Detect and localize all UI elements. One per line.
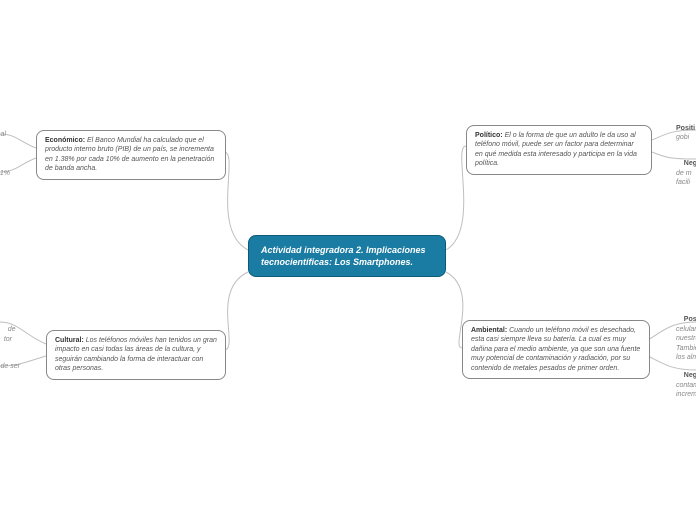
partial-left-1: al (0, 130, 6, 139)
partial-right-2: Nega de m facili (676, 150, 696, 197)
partial-left-3: de tor (0, 316, 12, 354)
partial-right-1: Positi gobi (676, 124, 696, 143)
node-politico: Político: El o la forma de que un adulto… (466, 125, 652, 175)
node-ambiental: Ambiental: Cuando un teléfono móvil es d… (462, 320, 650, 379)
node-politico-label: Político: (475, 132, 503, 139)
mindmap-canvas: Actividad integradora 2. Implicaciones t… (0, 0, 696, 520)
partial-right-4: Negat contami incremi (676, 362, 696, 409)
center-title: Actividad integradora 2. Implicaciones t… (261, 245, 426, 267)
node-cultural: Cultural: Los teléfonos móviles han teni… (46, 330, 226, 380)
center-node: Actividad integradora 2. Implicaciones t… (248, 235, 446, 277)
node-economico: Económico: El Banco Mundial ha calculado… (36, 130, 226, 180)
partial-left-4: de ser (0, 362, 20, 371)
node-economico-label: Económico: (45, 137, 85, 144)
node-ambiental-label: Ambiental: (471, 327, 507, 334)
node-cultural-label: Cultural: (55, 337, 84, 344)
partial-left-2: 1% (0, 169, 10, 178)
